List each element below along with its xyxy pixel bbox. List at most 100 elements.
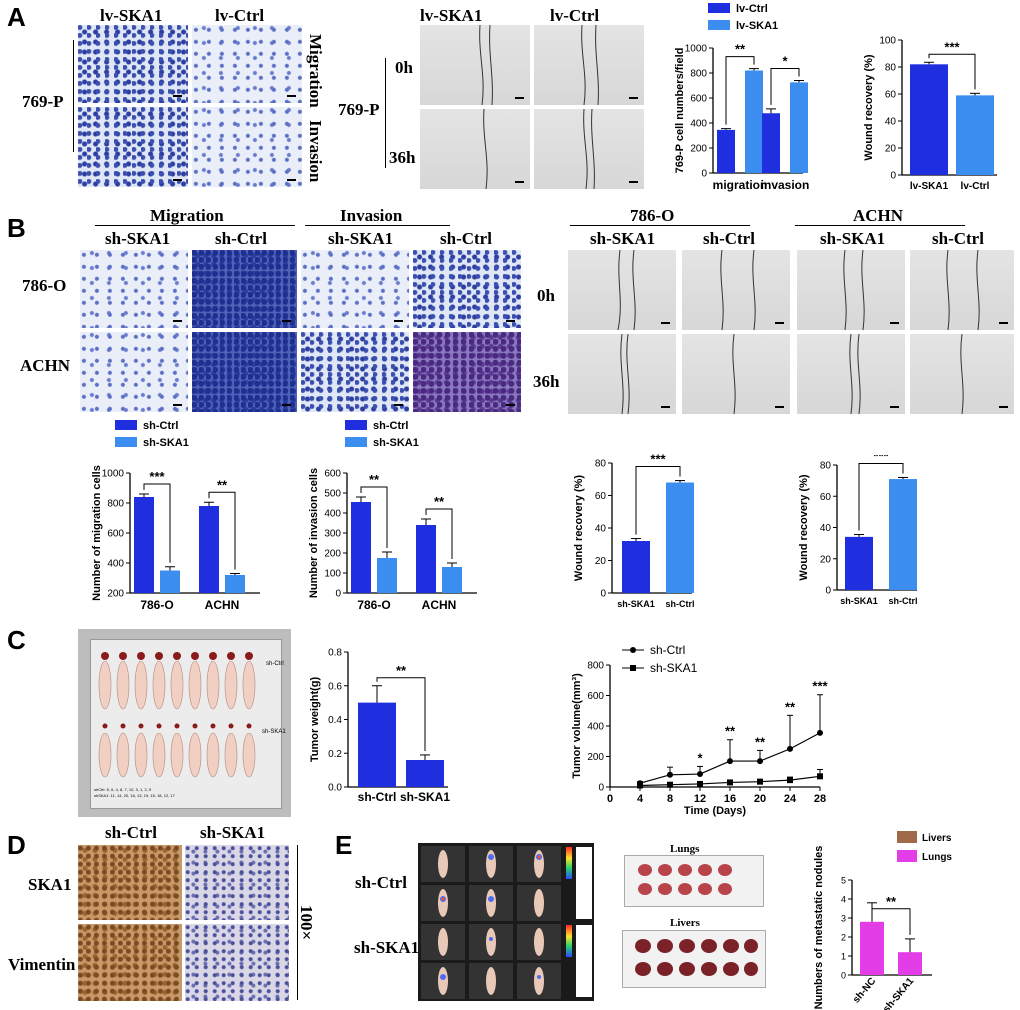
significance-label: ** — [735, 42, 746, 57]
y-tick-label: 0 — [335, 589, 341, 600]
x-tick-label: 24 — [784, 793, 797, 805]
bar-lv-ctrl — [762, 113, 780, 173]
y-tick-label: 100 — [879, 36, 896, 47]
y-tick-label: 0.4 — [328, 715, 342, 726]
time-label-36h-b: 36h — [533, 372, 560, 391]
y-tick-label: 20 — [595, 556, 607, 567]
significance-bracket — [208, 491, 236, 570]
bar-lv-ska1 — [910, 64, 948, 175]
row-label-786o: 786-O — [22, 276, 67, 295]
y-tick-label: 60 — [820, 492, 832, 503]
y-tick-label: 4 — [841, 895, 846, 905]
data-point — [817, 729, 823, 736]
y-tick-label: 0 — [701, 169, 707, 180]
legend-label: lv-SKA1 — [736, 20, 778, 32]
x-tick-label: 0 — [607, 793, 613, 805]
wound-786o-36h-sh-ctrl — [682, 334, 790, 414]
bar-sh-ctrl — [416, 525, 436, 593]
data-point — [757, 778, 763, 785]
legend-marker — [630, 665, 636, 671]
significance-label: ** — [434, 494, 445, 509]
y-tick-label: 20 — [820, 554, 832, 565]
x-tick-label: 20 — [754, 793, 766, 805]
x-tick-label: 8 — [667, 793, 673, 805]
bar-lv-ctrl — [717, 129, 735, 173]
significance-label: ** — [886, 894, 897, 909]
y-tick-label: 200 — [324, 549, 341, 560]
y-tick-label: 400 — [690, 119, 707, 130]
col-label-sh-ctrl-mig: sh-Ctrl — [215, 229, 267, 248]
label-lungs: Lungs — [670, 843, 700, 855]
y-tick-label: 80 — [595, 459, 607, 470]
x-tick-label: 16 — [724, 793, 736, 805]
y-tick-label: 200 — [690, 144, 707, 155]
y-tick-label: 800 — [107, 499, 124, 510]
legend-label: sh-Ctrl — [143, 420, 178, 432]
ihc-ska1-sh-ska1 — [185, 845, 289, 920]
y-tick-label: 200 — [107, 589, 124, 600]
ivis-imaging-panel — [418, 843, 594, 1001]
y-tick-label: 60 — [885, 90, 897, 101]
significance-bracket — [770, 68, 800, 105]
significance-label: *** — [873, 455, 889, 464]
transwell-image-migration-lv-ctrl — [192, 25, 302, 103]
legend-label: sh-SKA1 — [373, 437, 419, 449]
y-axis-label: 769-P cell numbers/field — [674, 48, 686, 174]
y-axis-label: Tumor volume(mm³) — [571, 673, 583, 779]
panel-label-c: C — [7, 625, 26, 655]
bar-lv-ska1 — [745, 70, 763, 173]
bracket-line — [297, 845, 298, 1000]
chart-a2-wound-recovery: 0 20 40 60 80 100 Wound recovery (%) lv-SKA1 lv-… — [863, 36, 997, 192]
time-label-0h: 0h — [395, 58, 413, 77]
y-tick-label: 500 — [324, 489, 341, 500]
legend-label: sh-SKA1 — [143, 437, 189, 449]
label-livers: Livers — [670, 917, 700, 929]
data-point — [757, 758, 763, 765]
bar-sh-ska1 — [898, 952, 922, 975]
divider — [305, 225, 450, 226]
y-axis-label: Number of migration cells — [91, 465, 103, 601]
legend-label: Livers — [922, 833, 952, 844]
y-tick-label: 1 — [841, 952, 846, 962]
y-tick-label: 20 — [885, 144, 897, 155]
x-tick-label: 786-O — [140, 598, 173, 612]
x-tick-label: migration — [713, 178, 768, 192]
data-point — [637, 782, 643, 789]
chart-b4-wound-achn: 0 20 40 60 80 Wound recovery (%) sh-SKA1 sh-Ctr… — [798, 455, 918, 606]
y-tick-label: 0 — [890, 171, 896, 182]
y-tick-label: 300 — [324, 529, 341, 540]
row-label-sh-ctrl-e: sh-Ctrl — [355, 873, 407, 892]
x-tick-label: 4 — [637, 793, 644, 805]
significance-bracket — [425, 508, 453, 559]
x-tick-label: 28 — [814, 793, 826, 805]
data-point — [667, 771, 673, 778]
data-point — [727, 758, 733, 765]
col-label-sh-ska1-achn: sh-SKA1 — [820, 229, 886, 248]
x-tick-label: sh-Ctrl — [889, 596, 918, 606]
wound-image-36h-lv-ctrl — [534, 109, 644, 189]
wound-achn-36h-sh-ctrl — [910, 334, 1014, 414]
col-label-sh-ska1-d: sh-SKA1 — [200, 823, 266, 842]
group-label-invasion: Invasion — [340, 206, 403, 225]
significance-label: *** — [812, 679, 828, 694]
col-label-lv-ska1-wound: lv-SKA1 — [420, 6, 483, 25]
row-label-769p: 769-P — [22, 92, 64, 111]
bracket-line — [385, 58, 386, 168]
transwell-786o-mig-sh-ska1 — [80, 250, 188, 328]
y-tick-label: 80 — [820, 461, 832, 472]
livers-tray — [622, 930, 766, 988]
data-point — [787, 777, 793, 784]
ihc-vimentin-sh-ctrl — [78, 924, 182, 1001]
y-tick-label: 400 — [107, 559, 124, 570]
y-tick-label: 200 — [587, 752, 604, 763]
wound-achn-0h-sh-ctrl — [910, 250, 1014, 330]
transwell-achn-mig-sh-ska1 — [80, 332, 188, 412]
x-tick-label: sh-SKA1 — [840, 596, 878, 606]
legend-swatch — [897, 850, 917, 862]
y-tick-label: 600 — [107, 529, 124, 540]
wound-image-0h-lv-ska1 — [420, 25, 530, 105]
y-tick-label: 0 — [600, 589, 606, 600]
significance-bracket — [725, 56, 755, 125]
col-label-sh-ctrl-achn: sh-Ctrl — [932, 229, 984, 248]
